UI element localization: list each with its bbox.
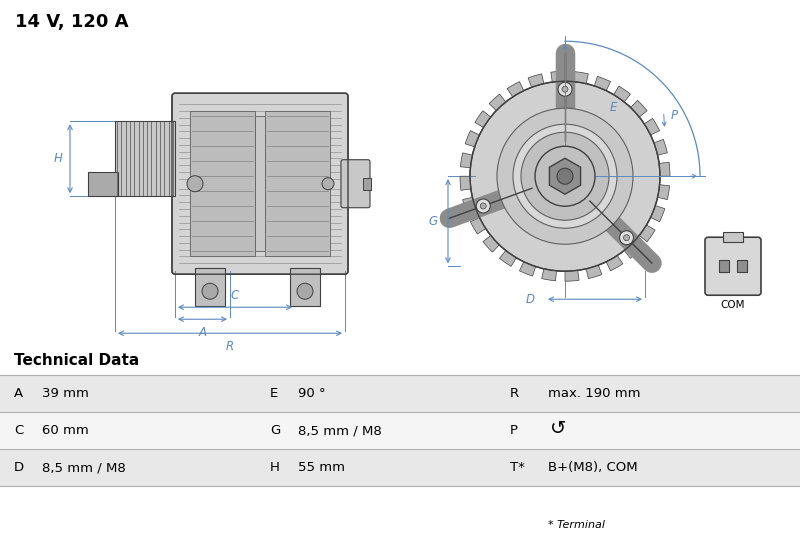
Bar [719, 260, 729, 272]
Polygon shape [644, 118, 660, 135]
Text: P: P [670, 109, 678, 122]
Circle shape [623, 235, 630, 241]
Polygon shape [624, 242, 641, 259]
Text: R: R [226, 340, 234, 353]
Text: E: E [610, 101, 617, 114]
Polygon shape [483, 236, 499, 252]
Polygon shape [574, 71, 588, 84]
Text: * Terminal: * Terminal [548, 520, 605, 530]
Polygon shape [586, 265, 602, 279]
Bar [265, 111, 330, 256]
Circle shape [322, 177, 334, 190]
Bar [290, 268, 320, 306]
Polygon shape [465, 131, 479, 147]
Polygon shape [606, 255, 623, 271]
Bar [0, 375, 800, 413]
Text: G: G [429, 215, 438, 228]
Text: D: D [14, 461, 24, 474]
Polygon shape [542, 269, 557, 281]
FancyBboxPatch shape [172, 93, 348, 274]
Bar [190, 111, 255, 256]
Circle shape [497, 108, 633, 244]
Text: 8,5 mm / M8: 8,5 mm / M8 [42, 461, 126, 474]
Circle shape [187, 176, 203, 192]
Text: H: H [270, 461, 280, 474]
Text: max. 190 mm: max. 190 mm [548, 387, 641, 400]
Bar [115, 121, 175, 196]
Text: 14 V, 120 A: 14 V, 120 A [15, 13, 129, 31]
Text: 90 °: 90 ° [298, 387, 326, 400]
Polygon shape [519, 262, 536, 276]
Polygon shape [507, 82, 524, 97]
Polygon shape [461, 153, 472, 168]
Polygon shape [551, 71, 565, 82]
Text: E: E [270, 387, 278, 400]
Circle shape [562, 86, 568, 92]
Text: A: A [198, 326, 206, 339]
Circle shape [558, 82, 572, 96]
Circle shape [521, 132, 609, 220]
FancyBboxPatch shape [341, 160, 370, 208]
Bar [195, 268, 225, 306]
Text: A: A [14, 387, 23, 400]
Polygon shape [614, 86, 630, 102]
Bar [723, 232, 743, 242]
Text: P: P [510, 424, 518, 437]
Polygon shape [499, 251, 516, 266]
Circle shape [557, 168, 573, 184]
Polygon shape [460, 176, 471, 190]
Polygon shape [475, 111, 490, 127]
Text: H: H [54, 152, 62, 165]
Bar [0, 413, 800, 449]
Text: T*: T* [510, 461, 525, 474]
Text: D: D [526, 293, 535, 306]
Circle shape [202, 283, 218, 299]
Bar [0, 449, 800, 486]
Text: R: R [510, 387, 519, 400]
Bar [88, 172, 118, 196]
FancyBboxPatch shape [705, 237, 761, 295]
Circle shape [480, 203, 486, 209]
Circle shape [476, 199, 490, 213]
Text: B+(M8), COM: B+(M8), COM [548, 461, 638, 474]
Text: 39 mm: 39 mm [42, 387, 89, 400]
Circle shape [619, 231, 634, 245]
Text: C: C [14, 424, 23, 437]
Polygon shape [650, 206, 665, 222]
Circle shape [470, 81, 660, 271]
Text: 8,5 mm / M8: 8,5 mm / M8 [298, 424, 382, 437]
Polygon shape [659, 162, 670, 176]
Polygon shape [565, 270, 579, 281]
Text: COM: COM [721, 300, 746, 310]
Text: 55 mm: 55 mm [298, 461, 345, 474]
Polygon shape [462, 197, 476, 213]
Polygon shape [489, 94, 506, 110]
Bar [737, 260, 747, 272]
Polygon shape [594, 76, 610, 91]
Polygon shape [654, 139, 667, 155]
Text: ↺: ↺ [550, 419, 566, 438]
Bar [363, 177, 371, 190]
Text: Technical Data: Technical Data [14, 353, 139, 368]
Polygon shape [658, 185, 670, 199]
Circle shape [513, 124, 617, 228]
Circle shape [535, 146, 595, 206]
Circle shape [297, 283, 313, 299]
Polygon shape [470, 217, 486, 234]
Bar [255, 116, 265, 251]
Polygon shape [639, 225, 655, 241]
Text: G: G [270, 424, 280, 437]
Polygon shape [528, 74, 544, 87]
Text: C: C [231, 289, 239, 302]
Text: 60 mm: 60 mm [42, 424, 89, 437]
Polygon shape [550, 158, 581, 194]
Polygon shape [630, 100, 647, 117]
